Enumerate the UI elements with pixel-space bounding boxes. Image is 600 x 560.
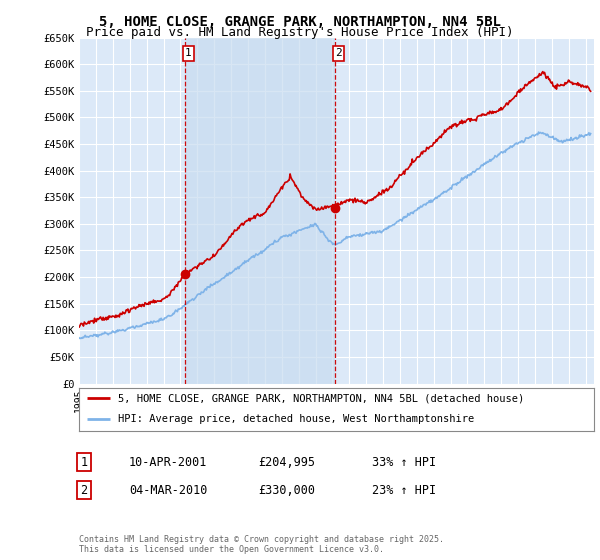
Text: 23% ↑ HPI: 23% ↑ HPI xyxy=(372,483,436,497)
Text: 1: 1 xyxy=(80,455,88,469)
Text: £204,995: £204,995 xyxy=(258,455,315,469)
Bar xyxy=(185,38,335,384)
Text: 1: 1 xyxy=(185,49,192,58)
Text: 5, HOME CLOSE, GRANGE PARK, NORTHAMPTON, NN4 5BL (detached house): 5, HOME CLOSE, GRANGE PARK, NORTHAMPTON,… xyxy=(118,394,524,403)
Text: 04-MAR-2010: 04-MAR-2010 xyxy=(129,483,208,497)
Text: Contains HM Land Registry data © Crown copyright and database right 2025.
This d: Contains HM Land Registry data © Crown c… xyxy=(79,535,444,554)
Text: 5, HOME CLOSE, GRANGE PARK, NORTHAMPTON, NN4 5BL: 5, HOME CLOSE, GRANGE PARK, NORTHAMPTON,… xyxy=(99,15,501,29)
Text: 2: 2 xyxy=(335,49,342,58)
Text: 10-APR-2001: 10-APR-2001 xyxy=(129,455,208,469)
Text: 2: 2 xyxy=(80,483,88,497)
Text: £330,000: £330,000 xyxy=(258,483,315,497)
Text: 33% ↑ HPI: 33% ↑ HPI xyxy=(372,455,436,469)
Text: Price paid vs. HM Land Registry's House Price Index (HPI): Price paid vs. HM Land Registry's House … xyxy=(86,26,514,39)
Text: HPI: Average price, detached house, West Northamptonshire: HPI: Average price, detached house, West… xyxy=(118,414,474,424)
